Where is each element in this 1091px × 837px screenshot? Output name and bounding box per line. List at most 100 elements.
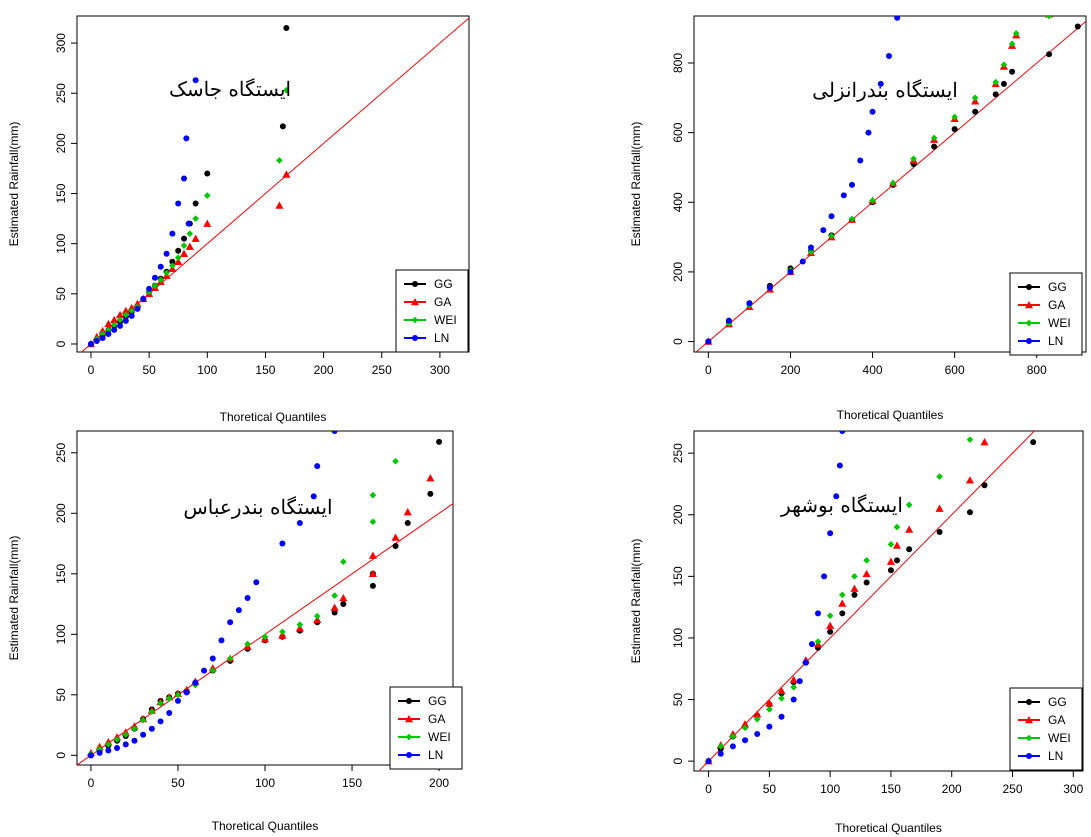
x-tick-label: 0 bbox=[88, 363, 95, 377]
point-wei bbox=[163, 269, 170, 277]
point-ga bbox=[179, 249, 189, 257]
plot-area bbox=[698, 431, 1037, 771]
point-ln bbox=[827, 530, 834, 537]
chart-panel-jask: 0 50 100 150 200 250 300 0 50 100 150 200 250 300 Thor… bbox=[7, 15, 470, 424]
point-ln bbox=[865, 129, 872, 136]
y-tick-label: 150 bbox=[671, 566, 685, 586]
reference-line-1to1 bbox=[698, 431, 1036, 771]
point-gg bbox=[204, 170, 211, 177]
x-tick-label: 100 bbox=[820, 782, 840, 796]
x-tick-label: 0 bbox=[705, 782, 712, 796]
point-wei bbox=[283, 86, 290, 94]
point-wei bbox=[203, 192, 211, 199]
point-wei bbox=[790, 683, 797, 691]
legend-label-wei: WEI bbox=[434, 313, 457, 327]
legend-marker-ga bbox=[1024, 715, 1034, 724]
point-gg bbox=[169, 258, 176, 265]
legend: GG GA WEI LN bbox=[395, 269, 469, 353]
point-ga bbox=[905, 525, 914, 533]
point-ga bbox=[826, 621, 835, 629]
legend-marker-wei bbox=[1025, 319, 1033, 327]
point-ln bbox=[96, 749, 103, 756]
point-ln bbox=[192, 679, 199, 686]
point-wei bbox=[180, 242, 188, 249]
point-ln bbox=[766, 284, 773, 291]
x-tick-label: 0 bbox=[88, 776, 95, 790]
legend-marker-gg bbox=[1026, 284, 1032, 290]
legend-label-ln: LN bbox=[434, 331, 449, 345]
y-tick-label: 50 bbox=[671, 693, 685, 707]
point-wei bbox=[244, 640, 251, 648]
y-tick-label: 600 bbox=[671, 122, 685, 142]
point-gg bbox=[992, 91, 999, 98]
legend-label-gg: GG bbox=[428, 694, 447, 708]
legend-label-ga: GA bbox=[1048, 713, 1065, 727]
point-ln bbox=[87, 340, 94, 347]
y-tick-label: 300 bbox=[54, 33, 68, 53]
point-wei bbox=[839, 591, 846, 599]
point-ln bbox=[787, 268, 794, 275]
x-tick-label: 250 bbox=[1002, 782, 1022, 796]
point-gg bbox=[1009, 68, 1016, 75]
point-ln bbox=[808, 641, 815, 648]
point-wei bbox=[971, 94, 979, 102]
point-ln bbox=[828, 213, 835, 220]
point-ga bbox=[403, 508, 412, 516]
point-ga bbox=[133, 299, 142, 308]
point-ln bbox=[742, 737, 749, 744]
point-wei bbox=[313, 612, 321, 620]
x-tick-label: 100 bbox=[197, 363, 217, 377]
point-ln bbox=[820, 227, 827, 234]
x-tick-label: 100 bbox=[255, 776, 275, 790]
point-ln bbox=[183, 689, 190, 696]
point-ga bbox=[741, 720, 750, 728]
point-ga bbox=[104, 319, 113, 328]
point-ga bbox=[330, 603, 339, 611]
y-tick-label: 150 bbox=[54, 183, 68, 203]
point-wei bbox=[869, 197, 876, 204]
point-gg bbox=[863, 579, 870, 586]
point-wei bbox=[778, 695, 785, 702]
point-ln bbox=[807, 244, 814, 251]
point-wei bbox=[369, 491, 377, 499]
point-wei bbox=[261, 633, 269, 641]
plot-area bbox=[80, 17, 469, 352]
legend-box bbox=[1009, 272, 1083, 356]
point-gg bbox=[340, 601, 347, 608]
reference-line-1to1 bbox=[77, 502, 453, 765]
point-wei bbox=[807, 248, 815, 256]
station-title: ایستگاه جاسک bbox=[169, 77, 291, 101]
point-ln bbox=[778, 713, 785, 720]
point-gg bbox=[404, 519, 411, 526]
point-ga bbox=[174, 257, 183, 265]
point-wei bbox=[1012, 30, 1020, 37]
point-ga bbox=[753, 710, 762, 718]
point-wei bbox=[930, 134, 938, 142]
point-wei bbox=[157, 699, 164, 707]
point-wei bbox=[151, 282, 159, 290]
y-tick-label: 100 bbox=[54, 233, 68, 253]
point-wei bbox=[717, 743, 725, 750]
point-ln bbox=[99, 334, 106, 341]
point-ln bbox=[157, 263, 164, 270]
x-tick-label: 200 bbox=[314, 363, 334, 377]
point-ln bbox=[754, 731, 761, 738]
point-gg bbox=[1046, 51, 1053, 58]
y-tick-label: 200 bbox=[671, 504, 685, 524]
y-tick-label: 0 bbox=[54, 340, 68, 347]
point-wei bbox=[116, 316, 124, 324]
point-gg bbox=[1030, 439, 1037, 446]
chart-panel-bushehr: 0 50 100 150 200 250 300 0 50 100 150 200 250 Thoreti… bbox=[629, 430, 1084, 835]
x-tick-label: 0 bbox=[705, 363, 712, 377]
point-gg bbox=[331, 609, 338, 616]
point-gg bbox=[279, 123, 286, 130]
point-ga bbox=[275, 201, 284, 209]
plot-frame bbox=[693, 15, 1087, 353]
point-ln bbox=[766, 723, 773, 730]
point-ga bbox=[339, 593, 348, 602]
point-ln bbox=[117, 322, 124, 329]
point-gg bbox=[839, 610, 846, 617]
legend-marker-gg bbox=[406, 698, 412, 704]
point-ln bbox=[235, 607, 242, 614]
x-tick-label: 200 bbox=[429, 776, 449, 790]
